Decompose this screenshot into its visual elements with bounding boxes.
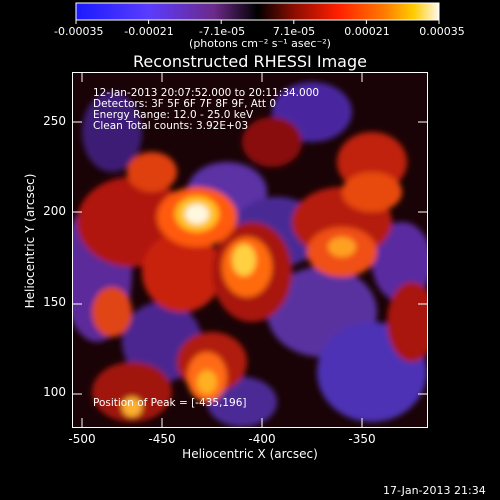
colorbar-tick-label: -0.00021 [124,25,174,38]
y-tick-label: 200 [43,204,66,218]
colorbar-tick-label: 0.00035 [419,25,465,38]
y-tick-label: 100 [43,385,66,399]
plot-frame [72,72,428,428]
x-axis-title: Heliocentric X (arcsec) [182,447,318,461]
colorbar-tick-label: 0.00021 [344,25,390,38]
colorbar [75,2,440,24]
plot-title: Reconstructed RHESSI Image [133,52,367,71]
colorbar-ticks [75,20,440,24]
colorbar-tick-label: -7.1e-05 [198,25,246,38]
info-line: Clean Total counts: 3.92E+03 [93,120,249,132]
info-line: 12-Jan-2013 20:07:52.000 to 20:11:34.000 [93,87,320,99]
x-tick-label: -500 [68,432,96,446]
axis-ticks [72,72,428,428]
colorbar-unit-label: (photons cm⁻² s⁻¹ asec⁻²) [189,37,331,50]
colorbar-gradient [75,2,440,21]
x-tick-label: -400 [248,432,276,446]
x-tick-label: -450 [148,432,176,446]
colorbar-tick-label: -0.00035 [54,25,104,38]
info-line: Detectors: 3F 5F 6F 7F 8F 9F, Att 0 [93,98,277,110]
x-tick-label: -350 [348,432,376,446]
y-axis-title: Heliocentric Y (arcsec) [23,173,37,309]
peak-position-label: Position of Peak = [-435,196] [93,397,247,409]
y-tick-label: 150 [43,295,66,309]
rhessi-image [72,72,428,428]
info-line: Energy Range: 12.0 - 25.0 keV [93,109,254,121]
y-tick-label: 250 [43,114,66,128]
colorbar-tick-label: 7.1e-05 [272,25,316,38]
footer-date: 17-Jan-2013 21:34 [383,484,486,497]
image-blobs [72,82,428,427]
